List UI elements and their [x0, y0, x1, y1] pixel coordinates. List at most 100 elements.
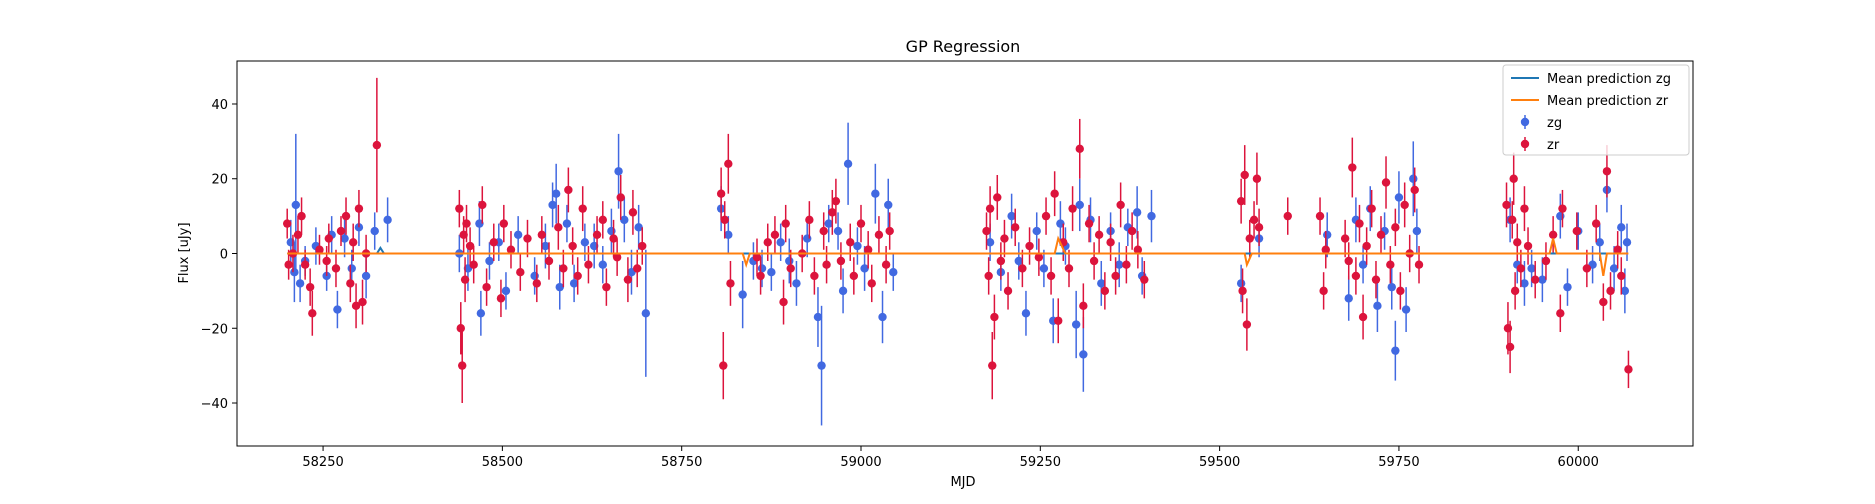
data-point-zg [569, 279, 579, 288]
data-point-zr [1000, 234, 1009, 243]
data-point-zr [612, 253, 622, 262]
data-point-zg [1071, 320, 1081, 329]
x-tick-label: 59500 [1199, 455, 1240, 470]
data-point-zg [1097, 279, 1106, 288]
data-point-zr [516, 267, 525, 277]
data-point-zr [532, 279, 542, 288]
data-point-zr [1064, 264, 1074, 273]
data-point-zr [554, 223, 563, 232]
data-point-zr [1344, 256, 1353, 266]
data-point-zg [1409, 174, 1418, 183]
data-point-zg [347, 264, 356, 273]
data-point-zr [499, 219, 509, 228]
data-point-zr [1079, 301, 1088, 311]
data-point-zr [1381, 178, 1391, 187]
data-point-zg [641, 309, 651, 318]
data-point-zr [786, 264, 795, 273]
data-point-zr [1523, 241, 1533, 251]
data-point-zg [541, 241, 550, 251]
data-point-zr [1502, 200, 1511, 210]
data-point-zr [1362, 241, 1371, 251]
data-point-zg [614, 167, 623, 176]
data-point-zr [1355, 219, 1364, 228]
data-point-zr [1400, 200, 1409, 210]
data-point-zr [1414, 260, 1424, 269]
data-point-zr [1245, 234, 1254, 243]
data-point-zg [1079, 350, 1088, 359]
data-point-zr [1321, 245, 1330, 254]
x-tick-label: 58500 [482, 455, 523, 470]
data-point-zg [884, 200, 893, 210]
data-point-zr [1046, 271, 1056, 281]
data-point-zg [555, 282, 564, 292]
data-point-zr [465, 241, 475, 251]
data-point-zr [1558, 204, 1567, 213]
data-point-zr [856, 219, 866, 228]
data-point-zr [1582, 264, 1592, 273]
data-point-zg [1115, 260, 1124, 269]
data-point-zr [988, 361, 997, 370]
data-point-zr [1050, 189, 1059, 198]
data-point-zr [1531, 275, 1540, 284]
data-point-zr [458, 361, 467, 370]
data-point-zr [1513, 238, 1522, 247]
data-point-zg [833, 226, 843, 236]
data-point-zg [1609, 264, 1619, 273]
data-point-zg [530, 271, 539, 281]
data-point-zg [1620, 286, 1630, 296]
data-point-zr [1236, 196, 1246, 206]
data-point-zr [1054, 316, 1063, 325]
data-point-zr [867, 279, 876, 288]
legend-label: Mean prediction zr [1547, 94, 1669, 109]
data-point-zg [340, 234, 349, 243]
plot-data [283, 77, 1633, 426]
data-point-zg [871, 189, 880, 198]
data-point-zg [333, 305, 342, 314]
data-point-zr [1100, 286, 1110, 296]
data-point-zr [638, 241, 647, 251]
data-point-zr [724, 159, 733, 168]
data-point-zr [489, 238, 498, 247]
x-tick-label: 59000 [840, 455, 881, 470]
data-point-zr [1548, 230, 1558, 240]
data-point-zr [1617, 271, 1626, 281]
x-tick-label: 59250 [1020, 455, 1061, 470]
data-point-zg [785, 256, 794, 266]
data-point-zr [478, 200, 487, 210]
data-point-zr [559, 264, 568, 273]
data-point-zr [460, 275, 470, 284]
data-point-zr [1111, 271, 1120, 281]
data-point-zg [1373, 301, 1382, 311]
data-point-zr [1624, 365, 1633, 374]
legend-label: zg [1547, 116, 1562, 131]
series-zr [283, 77, 1633, 404]
data-point-zr [1503, 324, 1513, 333]
data-point-zr [1283, 211, 1292, 221]
data-point-zr [1041, 211, 1051, 221]
data-point-zg [291, 200, 301, 210]
data-point-zr [1358, 312, 1368, 322]
data-point-zr [1025, 241, 1034, 251]
data-point-zr [1348, 163, 1357, 172]
data-point-zr [1508, 215, 1517, 225]
data-point-zg [1595, 238, 1604, 247]
data-point-zg [1412, 226, 1422, 236]
data-point-zg [803, 234, 812, 243]
data-point-zg [1622, 238, 1632, 247]
data-point-zg [634, 223, 643, 232]
line-mean-prediction-zr [287, 235, 1629, 277]
data-point-zg [1039, 264, 1049, 273]
data-point-zg [738, 290, 747, 299]
data-point-zr [1376, 230, 1386, 240]
data-point-zr [308, 309, 317, 318]
data-point-zr [1386, 260, 1395, 269]
legend: Mean prediction zg Mean prediction zr zg zr [1502, 64, 1690, 156]
data-point-zr [496, 294, 506, 303]
x-tick-label: 58250 [302, 455, 343, 470]
data-point-zr [819, 226, 828, 236]
x-tick-label: 58750 [661, 455, 702, 470]
data-point-zr [324, 234, 334, 243]
data-point-zr [1106, 238, 1115, 247]
plot-frame [236, 60, 1694, 447]
data-point-zr [568, 241, 577, 251]
